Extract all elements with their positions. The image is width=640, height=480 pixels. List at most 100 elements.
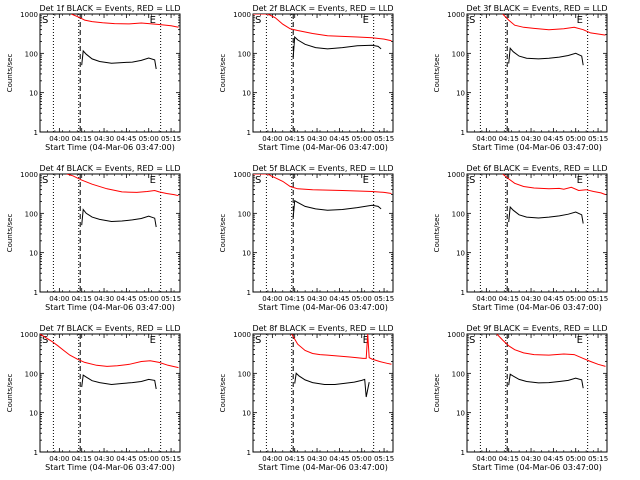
y-tick-label: 10	[242, 250, 251, 258]
end-marker-label: E	[150, 175, 156, 186]
x-tick-label: 05:00	[566, 455, 586, 463]
x-tick-label: 05:15	[161, 135, 181, 143]
y-tick-label: 1000	[20, 171, 38, 179]
x-axis-label: Start Time (04-Mar-06 03:47:00)	[472, 463, 602, 472]
x-tick-label: 05:15	[161, 455, 181, 463]
series-group	[502, 174, 606, 224]
y-tick-label: 1000	[233, 171, 251, 179]
x-tick-label: 04:00	[262, 455, 282, 463]
x-tick-label: 04:30	[94, 455, 114, 463]
x-tick-label: 05:00	[352, 135, 372, 143]
x-tick-label: 05:00	[352, 295, 372, 303]
end-marker-label: E	[577, 335, 583, 346]
series-group	[253, 174, 392, 218]
start-marker-label: S	[255, 335, 261, 346]
y-axis-label: Counts/sec	[219, 214, 227, 253]
chart-panel: Det 7f BLACK = Events, RED = LLD Counts/s…	[6, 324, 181, 472]
y-tick-label: 100	[25, 50, 38, 58]
end-marker-label: E	[577, 175, 583, 186]
y-tick-label: 1	[34, 289, 38, 297]
plot-frame	[39, 13, 181, 133]
series-line-lld	[253, 174, 392, 194]
plot-frame	[252, 333, 394, 453]
start-marker-label: S	[42, 175, 48, 186]
x-tick-label: 04:00	[262, 295, 282, 303]
y-axis-label: Counts/sec	[6, 54, 14, 93]
y-tick-label: 10	[456, 90, 465, 98]
x-tick-label: 05:15	[374, 295, 394, 303]
x-tick-label: 05:00	[139, 455, 159, 463]
x-axis-label: Start Time (04-Mar-06 03:47:00)	[258, 463, 388, 472]
x-tick-label: 04:15	[72, 135, 92, 143]
chart-title: Det 8f BLACK = Events, RED = LLD	[252, 324, 393, 333]
x-tick-label: 04:30	[307, 455, 327, 463]
chart-title: Det 1f BLACK = Events, RED = LLD	[39, 4, 180, 13]
chart-panel: Det 1f BLACK = Events, RED = LLD Counts/s…	[6, 4, 181, 152]
x-tick-label: 04:30	[521, 455, 541, 463]
x-tick-label: 04:15	[499, 295, 519, 303]
series-group	[40, 334, 179, 390]
series-line-lld	[71, 14, 179, 28]
x-tick-label: 04:15	[285, 295, 305, 303]
x-tick-label: 04:15	[499, 455, 519, 463]
x-tick-label: 05:15	[588, 295, 608, 303]
x-tick-label: 05:15	[588, 455, 608, 463]
y-tick-label: 10	[242, 410, 251, 418]
series-line-events	[292, 199, 382, 218]
chart-title: Det 7f BLACK = Events, RED = LLD	[39, 324, 180, 333]
y-tick-label: 10	[242, 90, 251, 98]
y-tick-label: 1	[247, 129, 251, 137]
series-line-events	[81, 49, 157, 70]
x-tick-label: 04:00	[476, 295, 496, 303]
y-tick-label: 1	[34, 129, 38, 137]
x-axis-label: Start Time (04-Mar-06 03:47:00)	[45, 463, 175, 472]
series-line-lld	[40, 334, 179, 369]
chart-title: Det 5f BLACK = Events, RED = LLD	[252, 164, 393, 173]
end-marker-label: E	[363, 335, 369, 346]
chart-title: Det 3f BLACK = Events, RED = LLD	[466, 4, 607, 13]
y-axis-label: Counts/sec	[433, 54, 441, 93]
x-tick-label: 04:15	[285, 455, 305, 463]
x-tick-label: 04:15	[499, 135, 519, 143]
chart-title: Det 6f BLACK = Events, RED = LLD	[466, 164, 607, 173]
series-group	[253, 14, 392, 58]
x-tick-label: 04:45	[543, 295, 563, 303]
x-axis-label: Start Time (04-Mar-06 03:47:00)	[472, 143, 602, 152]
start-marker-label: S	[255, 15, 261, 26]
end-marker-label: E	[363, 15, 369, 26]
series-line-events	[508, 205, 584, 224]
start-marker-label: S	[42, 15, 48, 26]
y-tick-label: 1	[247, 289, 251, 297]
plot-frame	[466, 173, 608, 293]
plot-frame	[39, 173, 181, 293]
series-line-lld	[66, 174, 179, 197]
end-marker-label: E	[150, 15, 156, 26]
x-tick-label: 04:30	[521, 135, 541, 143]
series-line-lld	[253, 14, 392, 42]
x-tick-label: 04:00	[49, 295, 69, 303]
chart-panel: Det 6f BLACK = Events, RED = LLD Counts/s…	[433, 164, 608, 312]
x-tick-label: 04:30	[94, 135, 114, 143]
y-axis-label: Counts/sec	[219, 374, 227, 413]
y-axis-label: Counts/sec	[219, 54, 227, 93]
y-tick-label: 1	[247, 449, 251, 457]
y-tick-label: 10	[456, 410, 465, 418]
chart-title: Det 4f BLACK = Events, RED = LLD	[39, 164, 180, 173]
x-axis-label: Start Time (04-Mar-06 03:47:00)	[258, 143, 388, 152]
series-group	[291, 334, 392, 398]
y-tick-label: 100	[452, 370, 465, 378]
y-axis-label: Counts/sec	[433, 374, 441, 413]
x-tick-label: 04:15	[72, 295, 92, 303]
plot-frame	[252, 13, 394, 133]
y-tick-label: 10	[29, 250, 38, 258]
y-tick-label: 10	[29, 410, 38, 418]
x-tick-label: 04:00	[49, 455, 69, 463]
start-marker-label: S	[469, 15, 475, 26]
series-line-events	[292, 35, 382, 58]
x-tick-label: 04:15	[72, 455, 92, 463]
x-tick-label: 04:30	[94, 295, 114, 303]
x-tick-label: 05:15	[374, 455, 394, 463]
y-tick-label: 1000	[233, 331, 251, 339]
y-tick-label: 100	[25, 370, 38, 378]
